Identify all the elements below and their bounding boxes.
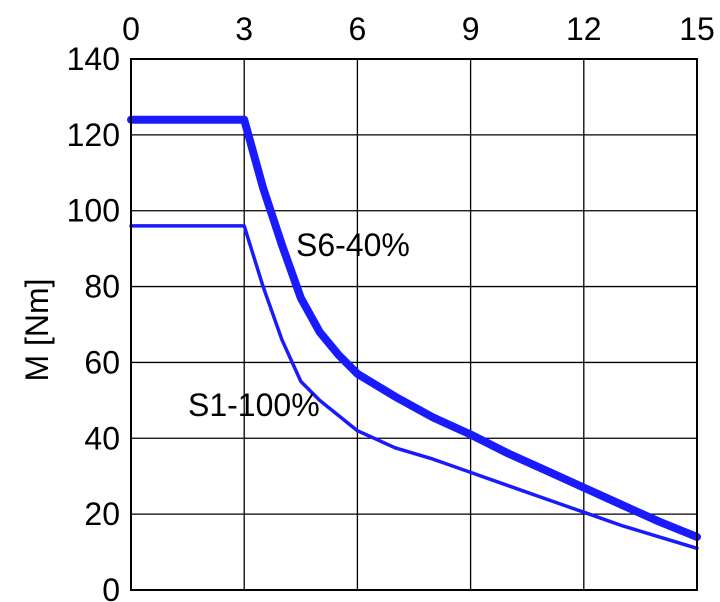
series-label-s6: S6-40% [296,227,410,263]
y-tick-label: 120 [67,117,120,153]
y-tick-label: 140 [67,41,120,77]
x-tick-labels: 0 3 6 9 12 15 [122,11,715,47]
y-axis-label: M [Nm] [19,278,55,381]
y-tick-label: 0 [102,572,120,602]
x-tick-label: 3 [235,11,253,47]
y-tick-label: 60 [84,344,120,380]
y-tick-label: 100 [67,193,120,229]
series-label-s1: S1-100% [188,387,320,423]
x-tick-label: 12 [566,11,602,47]
x-tick-label: 0 [122,11,140,47]
series-line-s1 [129,224,699,551]
y-tick-label: 20 [84,496,120,532]
series-line-s6 [127,115,701,541]
grid [130,58,698,591]
y-tick-label: 40 [84,420,120,456]
plot-frame [130,58,698,591]
y-tick-label: 80 [84,269,120,305]
series-group [127,115,701,551]
x-tick-label: 6 [349,11,367,47]
x-tick-label: 15 [679,11,715,47]
x-tick-label: 9 [462,11,480,47]
y-tick-labels: 0 20 40 60 80 100 120 140 [67,41,120,602]
